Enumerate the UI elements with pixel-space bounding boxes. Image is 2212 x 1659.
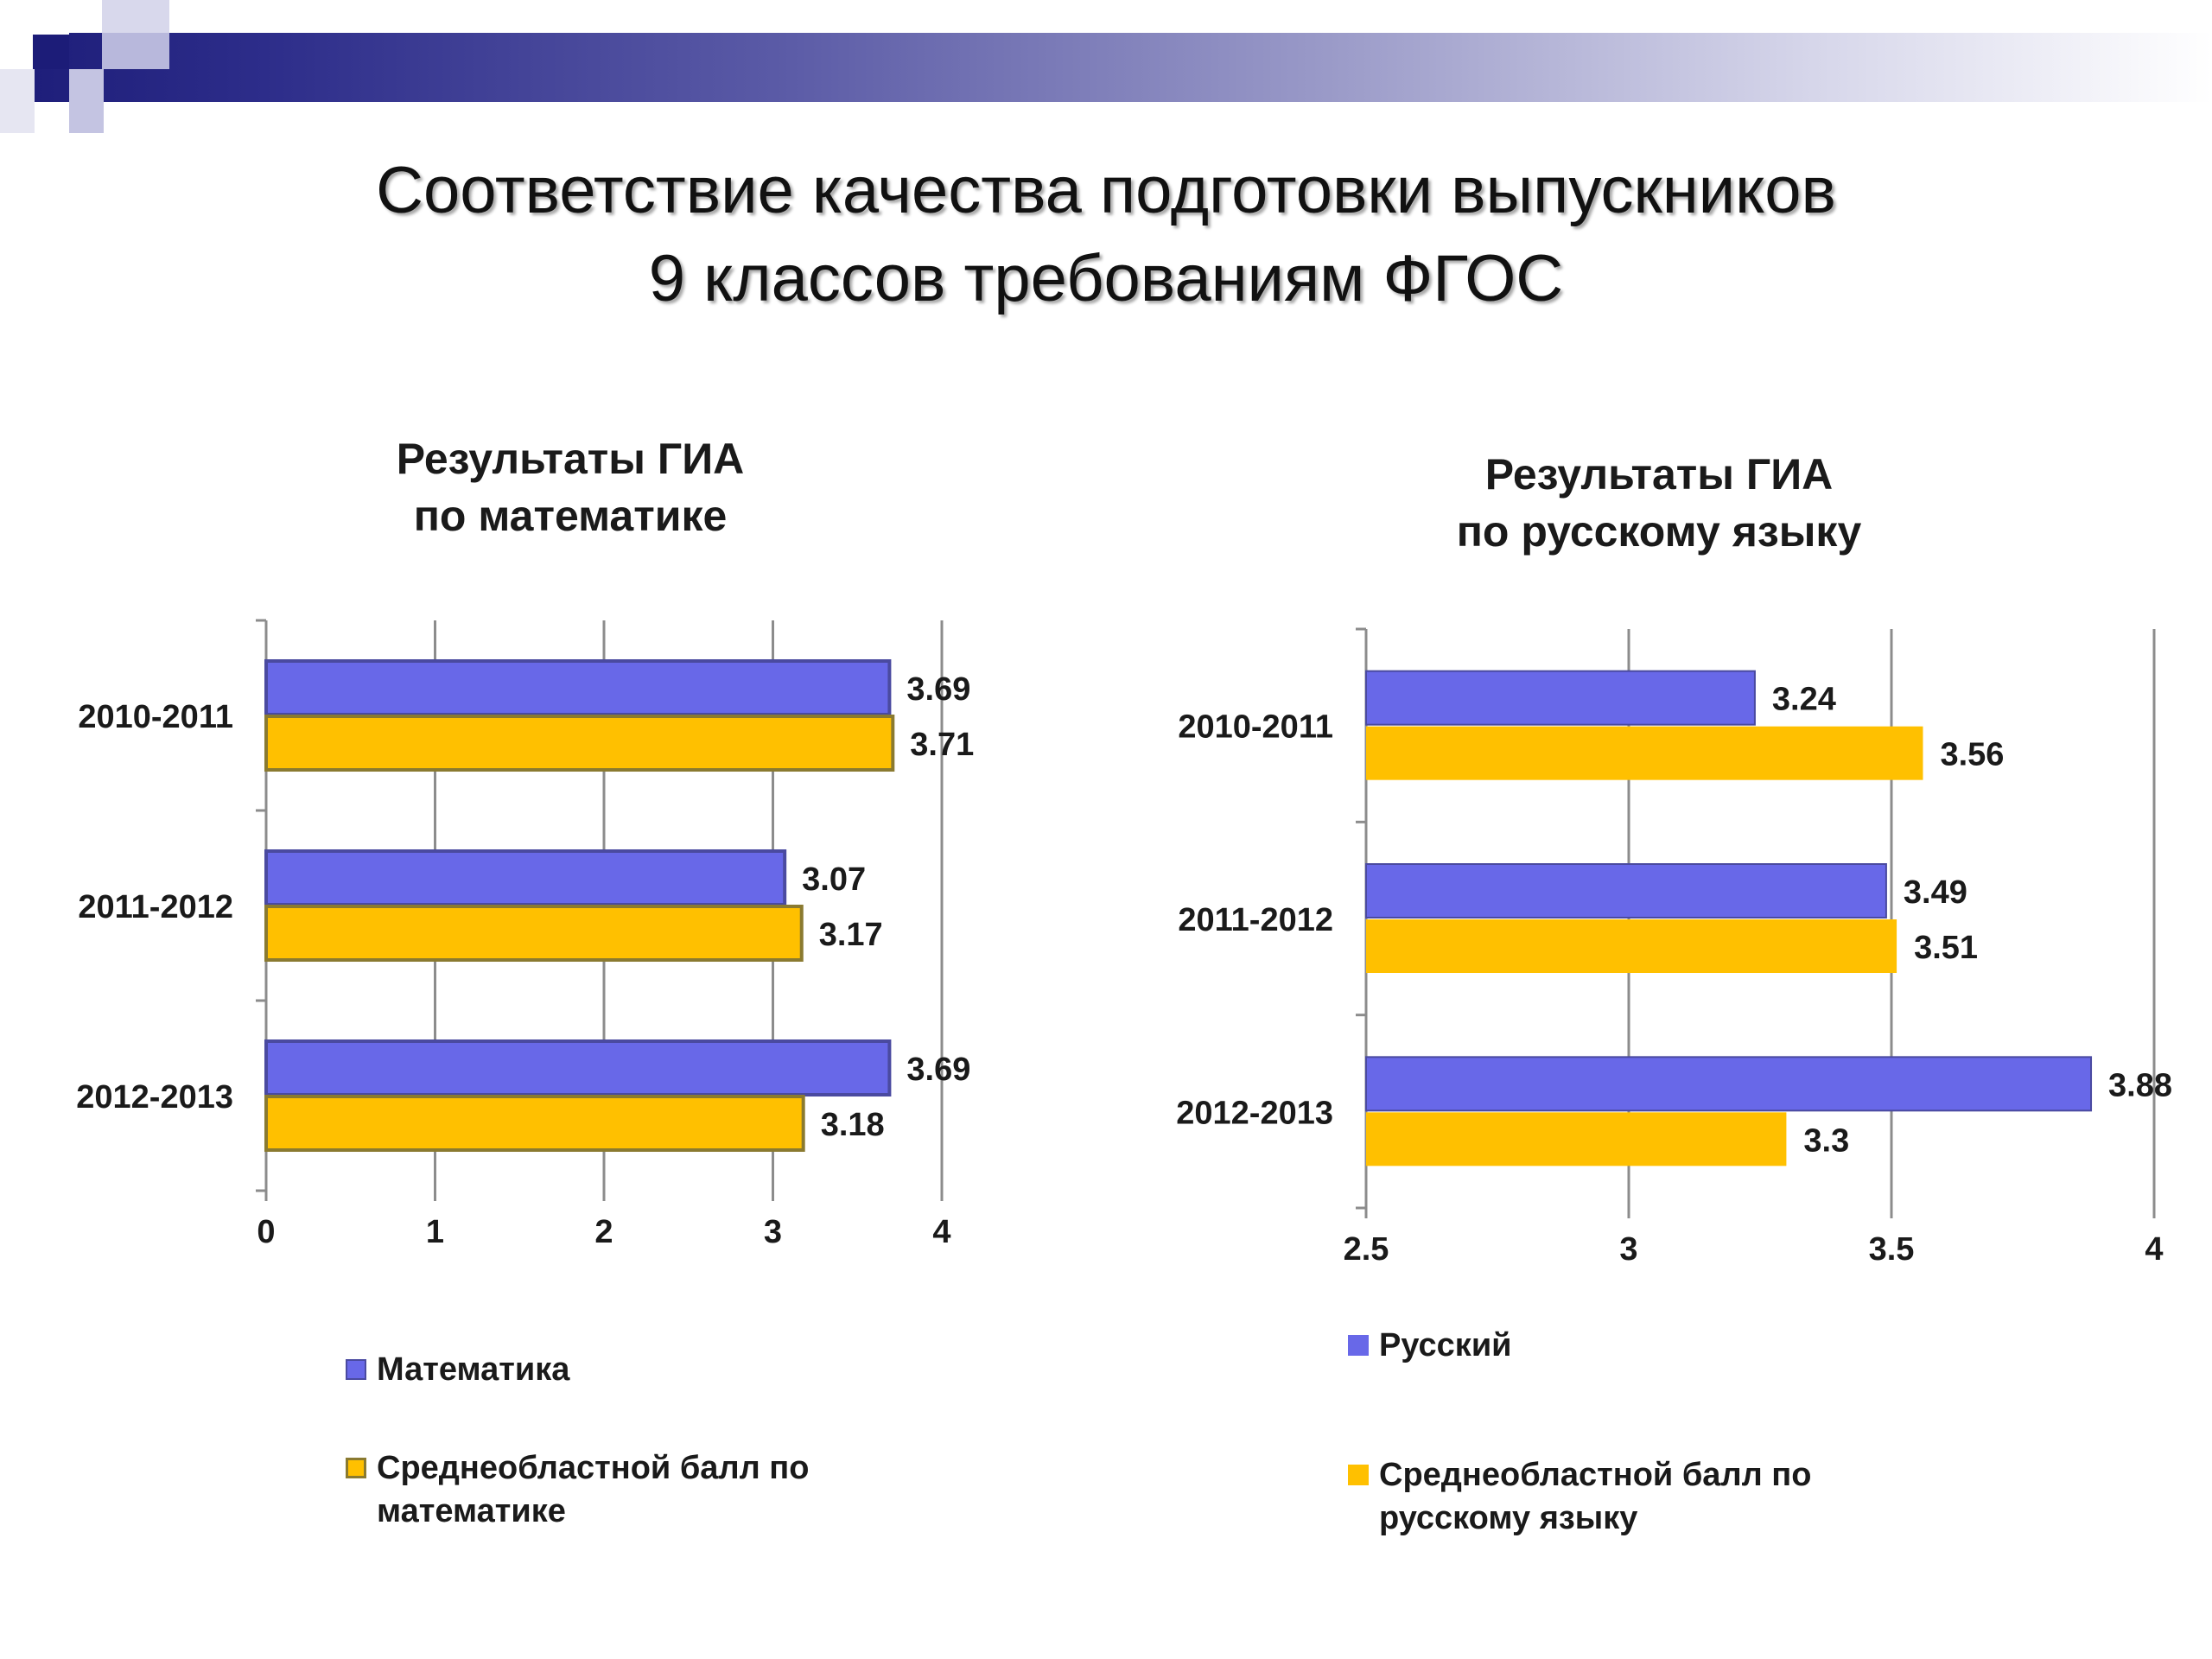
russian-chart-title: Результаты ГИА по русскому языку: [1348, 446, 1970, 560]
russian-category-label: 2011-2012: [1178, 902, 1333, 938]
math-region-bar: [264, 715, 895, 772]
russian-data-label: 3.49: [1904, 874, 1967, 911]
math-data-label: 3.71: [910, 727, 974, 763]
russian-x-tick-label: 3.5: [1869, 1231, 1915, 1268]
page-title-line-2: 9 классов требованиям ФГОС: [648, 242, 1564, 315]
russian-school-bar: [1365, 1056, 2093, 1112]
math-x-tick-label: 4: [932, 1214, 950, 1250]
russian-category-label: 2012-2013: [1176, 1095, 1333, 1131]
decor-square: [0, 69, 35, 133]
header-gradient-band: [0, 33, 2212, 102]
russian-region-bar: [1366, 919, 1897, 973]
russian-data-label: 3.56: [1940, 737, 2004, 773]
math-legend: Математика Среднеобластной балл по матем…: [346, 1348, 950, 1533]
math-region-bar: [264, 905, 804, 962]
russian-chart-title-line-2: по русскому языку: [1456, 507, 1862, 556]
math-category-label: 2010-2011: [78, 699, 233, 735]
math-x-tick-label: 1: [426, 1214, 444, 1250]
math-school-bar: [264, 849, 787, 906]
math-data-label: 3.07: [802, 861, 866, 898]
math-chart-title-line-1: Результаты ГИА: [396, 435, 745, 483]
decor-square: [33, 35, 69, 69]
legend-label: Русский: [1379, 1327, 1512, 1363]
math-x-tick-label: 3: [764, 1214, 782, 1250]
legend-label: Среднеобластной балл по русскому языку: [1379, 1457, 1812, 1536]
legend-swatch-region: [346, 1458, 366, 1478]
math-data-label: 3.69: [906, 1052, 970, 1088]
math-x-tick-label: 0: [257, 1214, 275, 1250]
russian-data-label: 3.3: [1803, 1122, 1849, 1159]
russian-region-bar: [1366, 1112, 1787, 1166]
legend-swatch-school: [346, 1359, 366, 1380]
legend-item-region-russian: Среднеобластной балл по русскому языку: [1348, 1453, 1953, 1540]
legend-label: Математика: [377, 1351, 570, 1388]
russian-legend: Русский Среднеобластной балл по русскому…: [1348, 1324, 1953, 1540]
russian-chart-title-line-1: Результаты ГИА: [1484, 450, 1834, 499]
math-data-label: 3.18: [821, 1107, 885, 1143]
math-chart-title: Результаты ГИА по математике: [259, 430, 881, 544]
russian-category-label: 2010-2011: [1178, 709, 1333, 746]
russian-region-bar: [1366, 726, 1923, 780]
russian-data-label: 3.24: [1772, 682, 1836, 718]
decor-square: [102, 0, 169, 33]
russian-x-tick-label: 2.5: [1344, 1231, 1389, 1268]
legend-swatch-school: [1348, 1335, 1369, 1356]
decor-square: [69, 69, 104, 133]
page-title: Соответствие качества подготовки выпускн…: [0, 147, 2212, 323]
legend-swatch-region: [1348, 1465, 1369, 1485]
legend-item-school-math: Математика: [346, 1348, 950, 1391]
math-data-label: 3.69: [906, 671, 970, 708]
legend-label: Среднеобластной балл по математике: [377, 1450, 810, 1529]
decor-square: [102, 33, 169, 69]
math-school-bar: [264, 659, 892, 716]
math-school-bar: [264, 1039, 892, 1096]
legend-item-region-math: Среднеобластной балл по математике: [346, 1446, 950, 1533]
page-title-line-1: Соответствие качества подготовки выпускн…: [376, 154, 1836, 227]
math-data-label: 3.17: [819, 917, 883, 953]
russian-data-label: 3.51: [1914, 930, 1978, 966]
legend-item-school-russian: Русский: [1348, 1324, 1953, 1367]
math-region-bar: [264, 1095, 805, 1152]
russian-school-bar: [1365, 863, 1887, 918]
math-category-label: 2011-2012: [78, 889, 233, 925]
russian-data-label: 3.88: [2108, 1067, 2172, 1103]
russian-school-bar: [1365, 670, 1756, 726]
math-chart-title-line-2: по математике: [413, 492, 728, 540]
math-x-tick-label: 2: [594, 1214, 613, 1250]
math-category-label: 2012-2013: [76, 1079, 233, 1116]
russian-x-tick-label: 3: [1619, 1231, 1637, 1268]
russian-x-tick-label: 4: [2145, 1231, 2163, 1268]
